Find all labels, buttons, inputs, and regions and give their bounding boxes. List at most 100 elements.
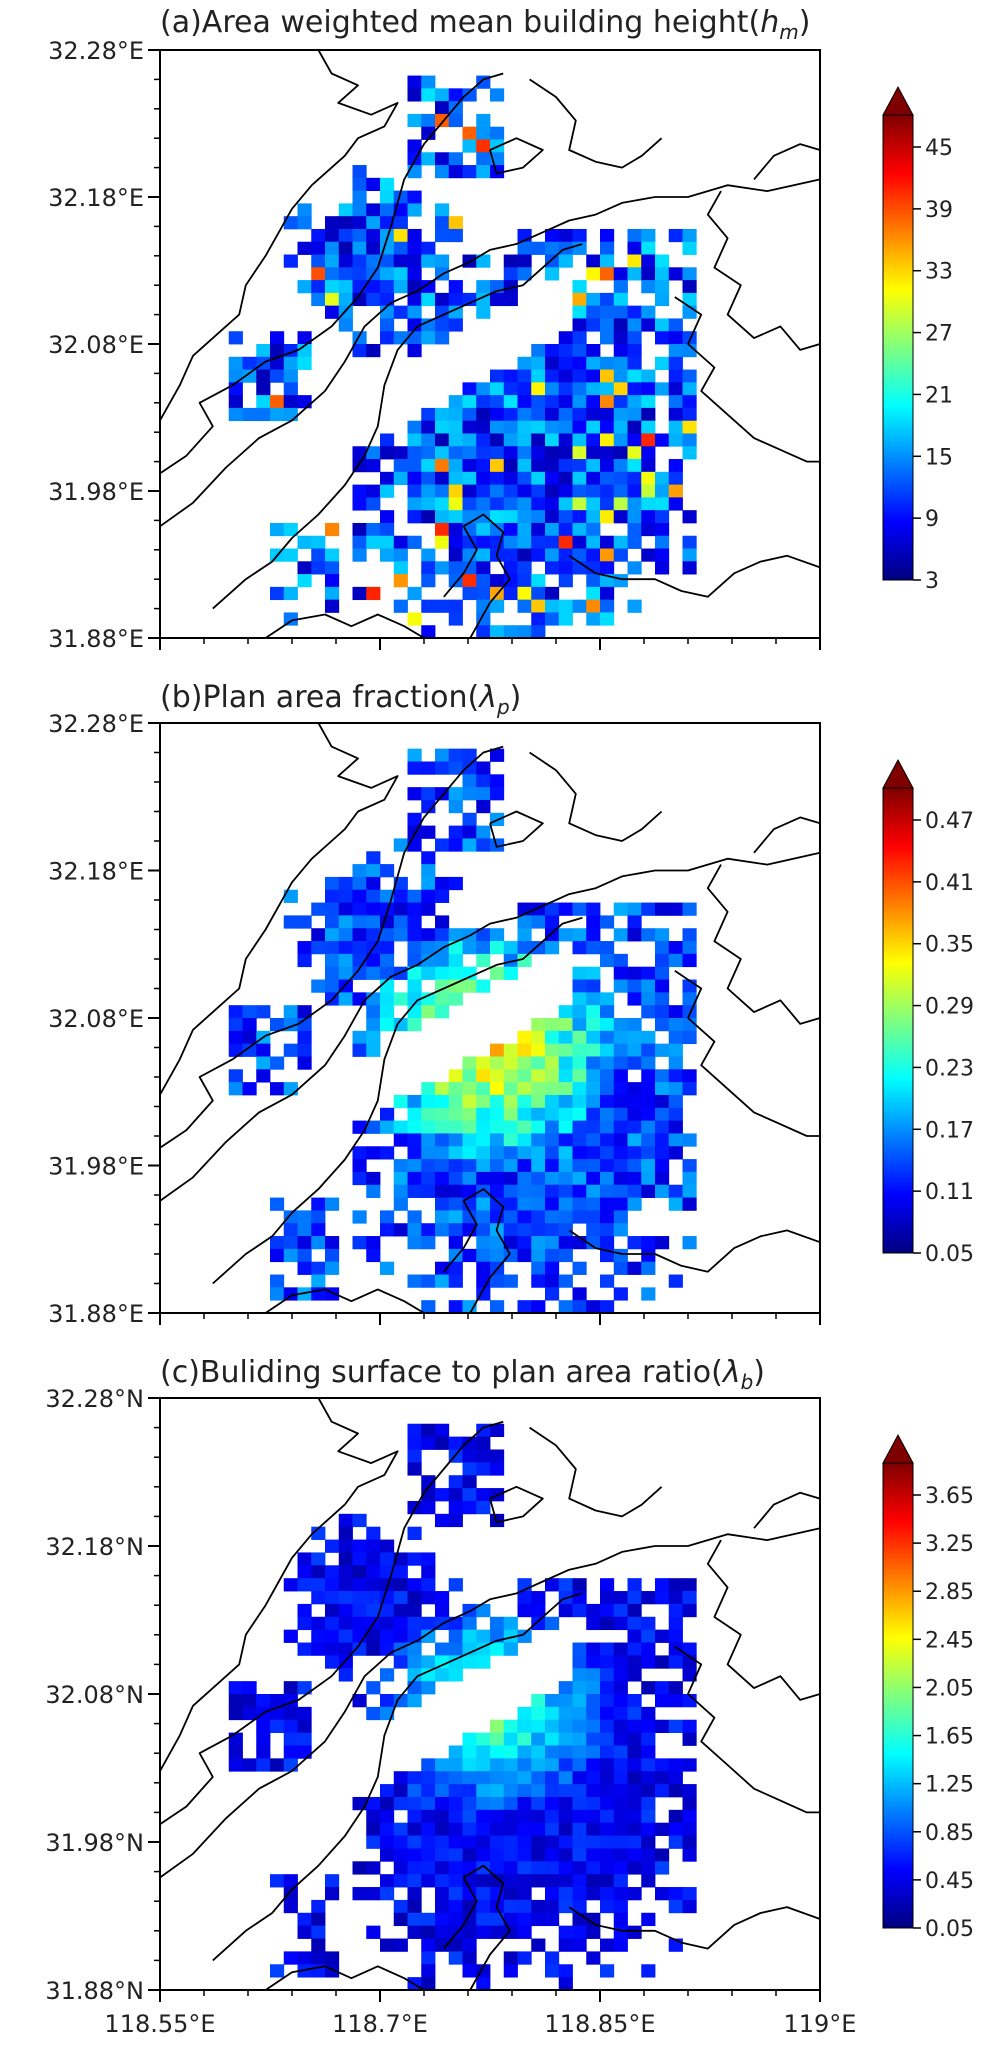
heatmap-cell: [655, 1171, 670, 1186]
heatmap-cell: [311, 1261, 326, 1275]
heatmap-cell: [641, 966, 656, 980]
heatmap-cell: [297, 574, 312, 588]
heatmap-cell: [531, 369, 546, 383]
heatmap-cell: [242, 1005, 257, 1019]
heatmap-cell: [613, 1146, 628, 1160]
heatmap-cell: [531, 497, 546, 511]
heatmap-cell: [682, 1197, 697, 1211]
coastline-path: [489, 137, 544, 175]
heatmap-cell: [627, 1082, 642, 1096]
heatmap-cell: [613, 1248, 628, 1263]
heatmap-cell: [338, 1578, 353, 1592]
heatmap-cell: [462, 979, 477, 993]
heatmap-cell: [366, 1578, 381, 1592]
heatmap-cell: [503, 1236, 518, 1250]
heatmap-cell: [366, 497, 381, 511]
heatmap-cell: [462, 395, 477, 409]
heatmap-cell: [627, 1655, 642, 1669]
heatmap-cell: [407, 331, 422, 345]
heatmap-cell: [600, 1005, 615, 1019]
heatmap-cell: [503, 407, 518, 422]
heatmap-cell: [668, 1018, 683, 1032]
heatmap-cell: [476, 1082, 491, 1096]
heatmap-cell: [366, 446, 381, 460]
heatmap-cell: [558, 1681, 573, 1695]
heatmap-cell: [572, 305, 587, 319]
heatmap-cell: [503, 1094, 518, 1109]
heatmap-cell: [613, 446, 628, 460]
heatmap-cell: [545, 561, 560, 575]
heatmap-cell: [476, 586, 491, 601]
heatmap-cell: [283, 1223, 298, 1237]
heatmap-cell: [682, 561, 697, 575]
heatmap-cell: [531, 1784, 546, 1798]
heatmap-cell: [490, 1159, 505, 1173]
heatmap-cell: [448, 305, 463, 319]
heatmap-cell: [311, 1938, 326, 1952]
heatmap-cell: [558, 1925, 573, 1939]
heatmap-cell: [448, 228, 463, 243]
heatmap-cell: [668, 382, 683, 396]
heatmap-cell: [435, 165, 450, 179]
heatmap-cell: [572, 1287, 587, 1301]
heatmap-cells: [228, 748, 697, 1314]
heatmap-cell: [641, 1184, 656, 1198]
heatmap-cell: [613, 331, 628, 345]
heatmap-cell: [600, 497, 615, 511]
heatmap-cell: [490, 1449, 505, 1463]
heatmap-cell: [572, 395, 587, 409]
heatmap-cell: [393, 254, 408, 268]
heatmap-cell: [462, 1899, 477, 1914]
heatmap-cell: [297, 915, 312, 929]
heatmap-cell: [545, 228, 560, 243]
heatmap-cell: [517, 1591, 532, 1605]
heatmap-cell: [517, 1159, 532, 1173]
heatmap-cell: [682, 510, 697, 524]
heatmap-cell: [600, 407, 615, 422]
heatmap-cell: [641, 1745, 656, 1759]
heatmap-cell: [586, 1848, 601, 1862]
heatmap-cell: [462, 1146, 477, 1160]
heatmap-cell: [600, 1835, 615, 1849]
heatmap-cell: [668, 1082, 683, 1096]
heatmap-cell: [627, 1668, 642, 1682]
heatmap-cell: [435, 318, 450, 332]
heatmap-cell: [572, 1210, 587, 1224]
heatmap-cell: [668, 1005, 683, 1019]
heatmap-cell: [531, 1197, 546, 1211]
heatmap-cell: [586, 1236, 601, 1250]
heatmap-cell: [586, 305, 601, 319]
heatmap-cell: [531, 1938, 546, 1952]
heatmap-cell: [517, 1300, 532, 1314]
heatmap-cell: [462, 292, 477, 307]
heatmap-cell: [393, 902, 408, 916]
heatmap-cell: [641, 1082, 656, 1096]
heatmap-cell: [462, 1925, 477, 1939]
heatmap-cell: [641, 1248, 656, 1263]
heatmap-cell: [352, 1591, 367, 1605]
heatmap-cell: [462, 1159, 477, 1173]
heatmap-cell: [558, 1043, 573, 1057]
heatmap-cell: [366, 1591, 381, 1605]
heatmap-cell: [503, 1248, 518, 1263]
heatmap-cell: [558, 1899, 573, 1914]
heatmap-cell: [448, 1899, 463, 1914]
heatmap-cell: [421, 1809, 436, 1824]
heatmap-cell: [311, 979, 326, 993]
heatmap-cell: [476, 1069, 491, 1083]
heatmap-cell: [503, 471, 518, 486]
heatmap-cell: [435, 1771, 450, 1785]
heatmap-cell: [380, 510, 395, 524]
heatmap-cell: [655, 1681, 670, 1695]
heatmap-cell: [421, 928, 436, 942]
heatmap-cell: [517, 1133, 532, 1147]
heatmap-cell: [490, 88, 505, 102]
heatmap-cell: [366, 254, 381, 268]
heatmap-cell: [352, 966, 367, 980]
heatmap-cell: [476, 774, 491, 788]
heatmap-cell: [682, 241, 697, 255]
heatmap-cell: [435, 966, 450, 980]
heatmap-cell: [627, 1236, 642, 1250]
heatmap-cell: [435, 992, 450, 1006]
heatmap-cell: [311, 1578, 326, 1592]
